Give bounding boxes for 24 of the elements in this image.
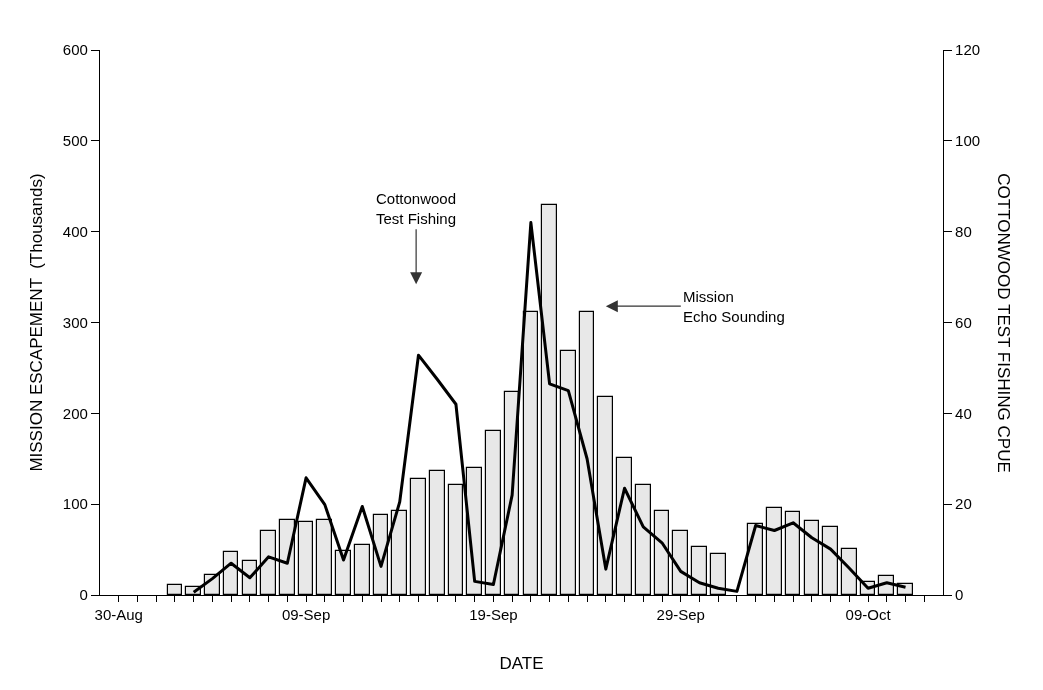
x-tick-label: 29-Sep bbox=[656, 606, 705, 624]
y2-tick-label: 40 bbox=[955, 404, 972, 422]
y2-tick-label: 20 bbox=[955, 495, 972, 513]
y2-tick-label: 0 bbox=[955, 586, 964, 604]
x-axis-title: DATE bbox=[499, 654, 544, 674]
y2-tick-label: 80 bbox=[955, 222, 972, 240]
x-tick-label: 09-Sep bbox=[281, 606, 331, 624]
y2-tick-label: 120 bbox=[955, 41, 981, 59]
y2-axis-title: COTTONWOOD TEST FISHING CPUE bbox=[993, 173, 1013, 473]
y-tick-label: 100 bbox=[62, 495, 88, 513]
x-tick-label: 19-Sep bbox=[469, 606, 518, 624]
annotation: Mission Echo Sounding bbox=[683, 288, 785, 325]
y-tick-label: 300 bbox=[62, 313, 88, 331]
x-tick-label: 09-Oct bbox=[845, 606, 892, 624]
y-tick-label: 500 bbox=[62, 132, 88, 150]
y2-tick-label: 60 bbox=[955, 313, 972, 331]
annotation: Cottonwood Test Fishing bbox=[376, 190, 457, 227]
y-tick-label: 200 bbox=[62, 404, 88, 422]
y-tick-label: 0 bbox=[79, 586, 88, 604]
y-tick-label: 600 bbox=[62, 41, 88, 59]
x-tick-label: 30-Aug bbox=[94, 606, 143, 624]
y2-tick-label: 100 bbox=[955, 132, 981, 150]
y-tick-label: 400 bbox=[62, 222, 88, 240]
y-axis-title: MISSION ESCAPEMENT (Thousands) bbox=[27, 173, 47, 472]
